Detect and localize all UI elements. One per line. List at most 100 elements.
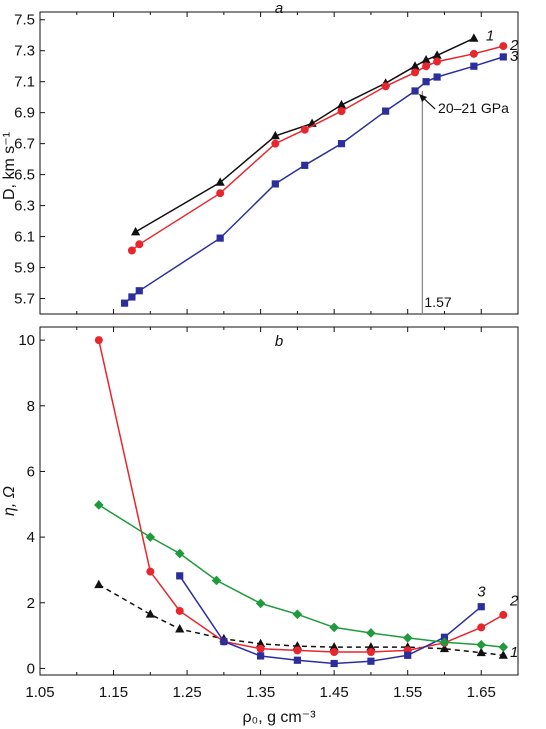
data-point bbox=[271, 139, 280, 148]
series-line bbox=[98, 504, 504, 648]
data-point bbox=[94, 579, 104, 589]
panel-a-letter: a bbox=[275, 0, 283, 17]
annotation-pressure: 20–21 GPa bbox=[438, 100, 509, 116]
series-diamond bbox=[94, 500, 509, 652]
data-point bbox=[145, 609, 155, 618]
data-point bbox=[94, 500, 104, 510]
x-tick-label: 1.55 bbox=[393, 684, 422, 701]
series-1 bbox=[94, 579, 508, 659]
data-point bbox=[432, 50, 442, 59]
data-point bbox=[293, 646, 302, 655]
panel-a-series-labels: 123 bbox=[486, 27, 519, 65]
data-point bbox=[131, 226, 141, 236]
data-point bbox=[216, 234, 224, 242]
panel-a-y-ticks: 5.7 5.9 6.1 6.3 6.5 6.7 6.9 7.1 7.3 7.5 bbox=[14, 12, 45, 308]
series-line bbox=[98, 339, 504, 653]
data-point bbox=[439, 637, 450, 647]
data-point bbox=[120, 299, 129, 307]
series-2 bbox=[127, 42, 508, 255]
data-point bbox=[366, 628, 376, 638]
data-point bbox=[402, 633, 413, 643]
data-point bbox=[211, 575, 222, 586]
data-point bbox=[498, 642, 509, 652]
panel-b-series bbox=[94, 336, 509, 668]
panel-b-letter: b bbox=[275, 333, 283, 350]
y-tick-label: 7.1 bbox=[14, 74, 35, 91]
y-tick-label: 6 bbox=[27, 463, 35, 480]
panel-a-x-ticks bbox=[39, 12, 519, 314]
data-point bbox=[292, 609, 303, 620]
data-point bbox=[477, 603, 485, 611]
data-point bbox=[175, 606, 184, 615]
data-point bbox=[499, 53, 507, 61]
series-3 bbox=[176, 572, 485, 668]
data-point bbox=[469, 49, 478, 58]
data-point bbox=[128, 293, 136, 301]
series-label-1: 1 bbox=[486, 27, 494, 44]
panel-b-y-ticks: 0 2 4 6 8 10 bbox=[18, 332, 45, 677]
panel-a-annotations: 20–21 GPa 1.57 bbox=[419, 90, 509, 314]
series-2 bbox=[94, 336, 508, 657]
data-point bbox=[216, 189, 225, 198]
panel-a-series bbox=[120, 33, 508, 307]
data-point bbox=[220, 637, 228, 646]
x-tick-labels: 1.05 1.15 1.25 1.35 1.45 1.55 1.65 bbox=[25, 684, 495, 701]
data-point bbox=[499, 610, 508, 619]
series-label-2: 2 bbox=[509, 592, 519, 609]
data-point bbox=[174, 548, 185, 559]
x-tick-label: 1.45 bbox=[320, 684, 349, 701]
data-point bbox=[94, 336, 103, 345]
series-label-1: 1 bbox=[510, 644, 518, 661]
panel-a: a D, km s⁻¹ 5.7 5.9 6.1 6.3 6.5 6.7 6.9 7.1 7.3 7… bbox=[1, 0, 519, 315]
data-point bbox=[329, 642, 339, 651]
panel-a-ylabel: D, km s⁻¹ bbox=[1, 132, 18, 200]
data-point bbox=[135, 287, 143, 295]
y-tick-label: 6.9 bbox=[14, 105, 35, 122]
y-tick-label: 8 bbox=[27, 398, 35, 415]
data-point bbox=[337, 107, 346, 116]
y-tick-label: 0 bbox=[27, 660, 35, 677]
series-label-3: 3 bbox=[477, 584, 486, 601]
data-point bbox=[336, 99, 347, 109]
data-point bbox=[255, 598, 266, 609]
y-tick-label: 5.7 bbox=[14, 291, 35, 308]
data-point bbox=[439, 643, 450, 653]
data-point bbox=[271, 180, 279, 188]
data-point bbox=[476, 647, 486, 657]
data-point bbox=[404, 651, 412, 659]
series-line bbox=[131, 45, 504, 252]
data-point bbox=[411, 68, 420, 77]
data-point bbox=[422, 62, 431, 71]
series-line bbox=[135, 37, 475, 233]
data-point bbox=[270, 130, 280, 140]
series-1 bbox=[131, 33, 479, 236]
series-3 bbox=[120, 53, 507, 307]
data-point bbox=[256, 644, 265, 653]
data-point bbox=[477, 623, 486, 632]
x-tick-label: 1.35 bbox=[246, 684, 275, 701]
series-label-3: 3 bbox=[510, 48, 519, 65]
y-tick-label: 6.1 bbox=[14, 229, 35, 246]
data-point bbox=[127, 246, 136, 255]
series-line bbox=[98, 584, 504, 657]
panel-a-frame bbox=[39, 11, 519, 315]
data-point bbox=[330, 648, 339, 657]
data-point bbox=[301, 161, 309, 169]
data-point bbox=[145, 532, 156, 542]
data-point bbox=[146, 567, 155, 576]
data-point bbox=[366, 648, 375, 657]
y-tick-label: 4 bbox=[27, 529, 35, 546]
x-tick-label: 1.25 bbox=[172, 684, 201, 701]
data-point bbox=[470, 62, 478, 70]
data-point bbox=[382, 107, 390, 115]
annotation-arrowhead bbox=[419, 93, 428, 102]
data-point bbox=[433, 73, 441, 81]
data-point bbox=[410, 61, 420, 70]
data-point bbox=[175, 624, 185, 633]
panel-b-series-labels: 1 2 3 bbox=[477, 584, 519, 661]
data-point bbox=[330, 659, 338, 668]
x-tick-label: 1.15 bbox=[99, 684, 128, 701]
data-point bbox=[176, 572, 184, 580]
data-point bbox=[476, 639, 487, 650]
